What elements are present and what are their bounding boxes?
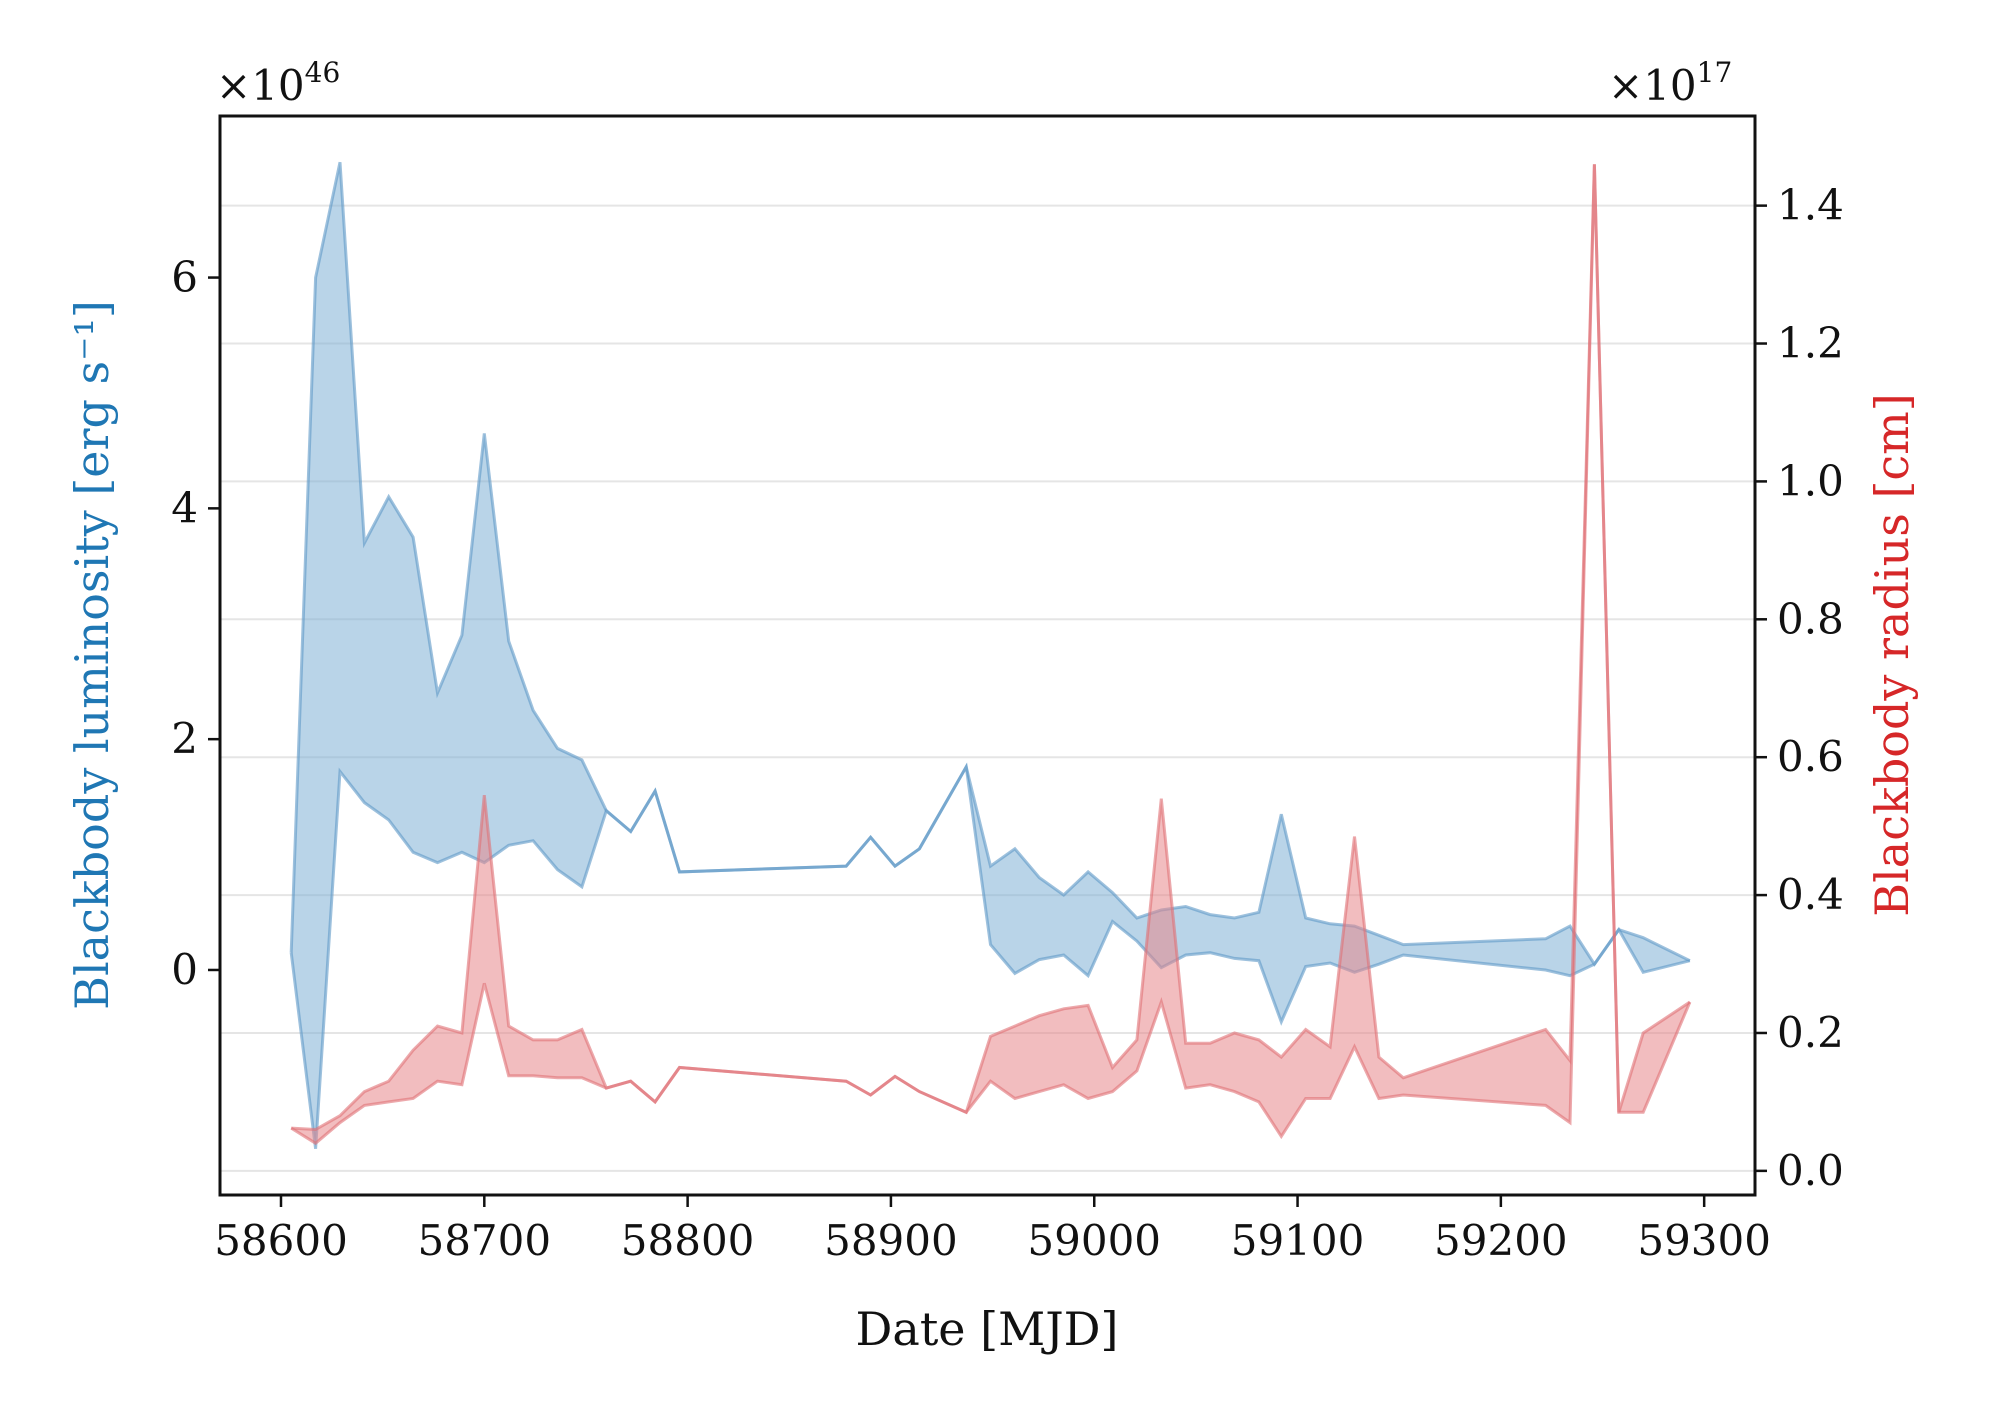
left-y-axis: 0 2 4 6 bbox=[171, 253, 220, 994]
right-axis-title: Blackbody radius [cm] bbox=[1865, 393, 1919, 916]
radius-band bbox=[291, 164, 1690, 1144]
plot-frame bbox=[218, 114, 1757, 1197]
right-tick-label: 0.4 bbox=[1777, 870, 1844, 919]
left-axis-multiplier: ×1046 bbox=[216, 56, 340, 110]
x-tick-label: 59000 bbox=[1027, 1216, 1161, 1265]
left-multiplier-exponent: 46 bbox=[305, 56, 341, 89]
right-y-axis: 0.0 0.2 0.4 0.6 0.8 1.0 1.2 1.4 bbox=[1755, 181, 1844, 1195]
x-tick-label: 58800 bbox=[621, 1216, 755, 1265]
series-layer bbox=[289, 161, 1692, 1149]
left-tick-label: 0 bbox=[171, 945, 198, 994]
radius-upper-line bbox=[291, 164, 1691, 1132]
x-tick-label: 58900 bbox=[824, 1216, 958, 1265]
right-tick-label: 0.0 bbox=[1777, 1146, 1844, 1195]
x-tick-label: 59300 bbox=[1637, 1216, 1771, 1265]
x-tick-label: 59200 bbox=[1434, 1216, 1568, 1265]
right-tick-label: 1.0 bbox=[1777, 456, 1844, 505]
right-multiplier-base: ×10 bbox=[1608, 61, 1697, 110]
left-tick-label: 4 bbox=[171, 483, 198, 532]
right-multiplier-exponent: 17 bbox=[1697, 56, 1733, 89]
left-multiplier-base: ×10 bbox=[216, 61, 305, 110]
left-tick-label: 6 bbox=[171, 253, 198, 302]
right-tick-label: 0.6 bbox=[1777, 732, 1844, 781]
x-tick-label: 58600 bbox=[214, 1216, 348, 1265]
x-axis-title: Date [MJD] bbox=[856, 1302, 1119, 1356]
luminosity-upper-line bbox=[289, 161, 1691, 967]
radius-lower-line bbox=[290, 164, 1692, 1146]
left-tick-label: 2 bbox=[171, 714, 198, 763]
right-tick-label: 0.2 bbox=[1777, 1008, 1844, 1057]
x-tick-label: 58700 bbox=[417, 1216, 551, 1265]
right-tick-label: 1.2 bbox=[1777, 319, 1844, 368]
x-axis: 58600 58700 58800 58900 59000 59100 59200 59300 bbox=[214, 1195, 1771, 1265]
right-tick-label: 1.4 bbox=[1777, 181, 1844, 230]
left-axis-title: Blackbody luminosity [erg s⁻¹] bbox=[65, 300, 119, 1010]
right-axis-multiplier: ×1017 bbox=[1608, 56, 1732, 110]
right-tick-label: 0.8 bbox=[1777, 594, 1844, 643]
x-tick-label: 59100 bbox=[1231, 1216, 1365, 1265]
